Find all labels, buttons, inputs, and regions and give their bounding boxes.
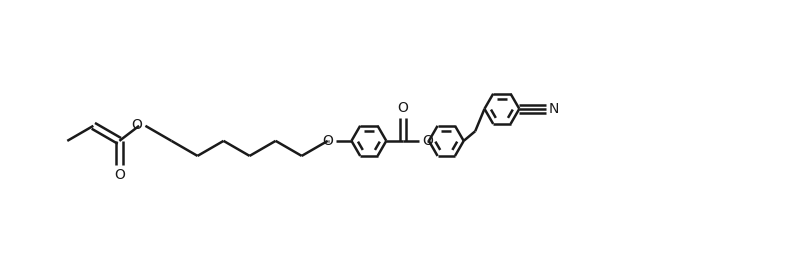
Text: O: O <box>131 118 142 132</box>
Text: N: N <box>549 102 560 116</box>
Text: O: O <box>422 134 434 148</box>
Text: O: O <box>397 101 409 115</box>
Text: O: O <box>114 168 125 182</box>
Text: O: O <box>323 134 333 148</box>
